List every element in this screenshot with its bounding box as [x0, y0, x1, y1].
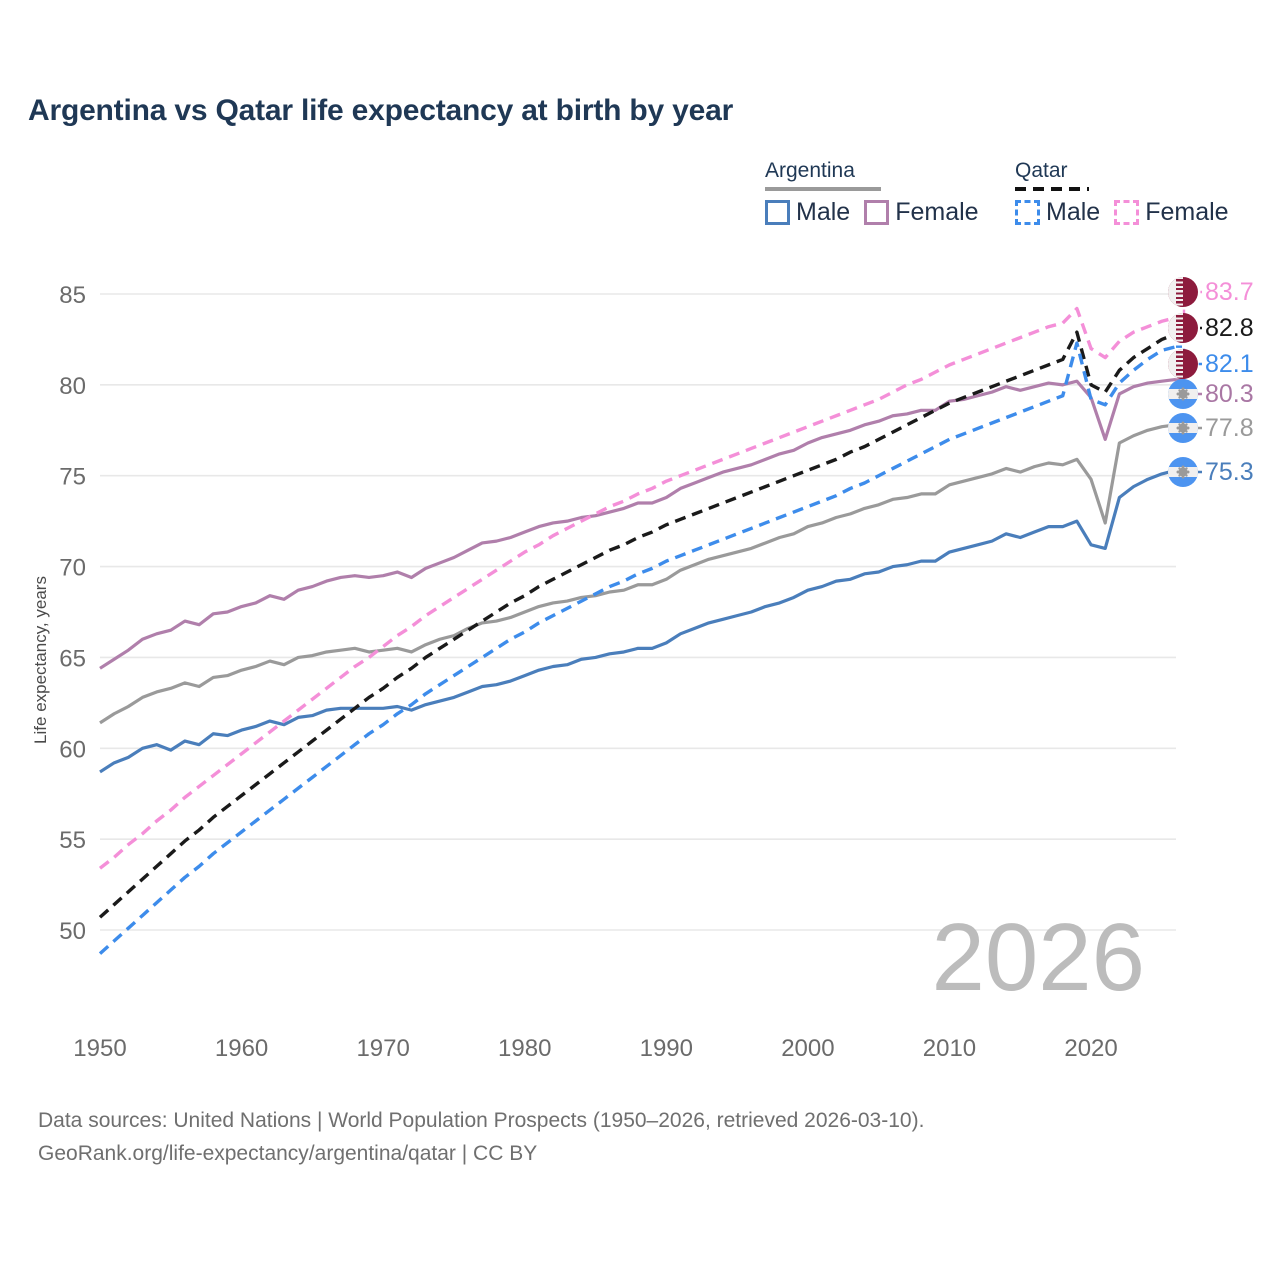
y-axis-tick-label: 65: [59, 645, 86, 672]
series-end-value: 77.8: [1205, 413, 1254, 442]
qatar-flag-icon: [1168, 313, 1198, 343]
series-line-argentina-female: [99, 377, 1177, 670]
footer-data-sources: Data sources: United Nations | World Pop…: [38, 1109, 925, 1132]
sun-icon: [1178, 423, 1188, 433]
x-axis-tick-label: 1970: [356, 1035, 409, 1062]
y-axis-title: Life expectancy, years: [31, 576, 50, 744]
x-axis-tick-label: 2020: [1064, 1035, 1117, 1062]
series-line-qatar-total: [98, 330, 1177, 919]
legend-swatch-icon: [765, 200, 790, 225]
series-line-qatar-female: [98, 306, 1177, 870]
legend-label: Female: [1145, 198, 1229, 226]
series-line-argentina-total: [99, 423, 1177, 725]
y-axis-tick-label: 60: [59, 736, 86, 763]
legend-label: Male: [1046, 198, 1101, 226]
sun-icon: [1178, 467, 1188, 477]
argentina-flag-icon: [1168, 457, 1198, 487]
legend-country-qatar: Qatar: [1015, 159, 1068, 182]
legend-rule-qatar: [1015, 187, 1089, 191]
x-axis-tick-label: 1960: [215, 1035, 268, 1062]
legend-item-argentina-male[interactable]: Male: [765, 200, 850, 225]
legend-item-qatar-male[interactable]: Male: [1015, 200, 1100, 225]
series-line-argentina-male: [99, 468, 1177, 774]
legend-group-argentina: Argentina: [765, 160, 881, 191]
series-end-label: 75.3: [1168, 457, 1254, 487]
argentina-flag-icon: [1168, 413, 1198, 443]
argentina-flag-icon: [1168, 379, 1198, 409]
y-axis-tick-label: 55: [59, 827, 86, 854]
y-axis-tick-label: 80: [59, 373, 86, 400]
legend-swatch-icon: [864, 200, 890, 225]
year-watermark: 2026: [931, 904, 1145, 1011]
legend-item-argentina-female[interactable]: Female: [864, 198, 979, 226]
series-end-value: 82.8: [1205, 313, 1254, 342]
sun-icon: [1178, 389, 1188, 399]
chart-footer: Data sources: United Nations | World Pop…: [38, 1105, 1238, 1170]
legend-items-argentina: Male Female: [765, 200, 979, 225]
series-end-value: 75.3: [1205, 457, 1254, 486]
footer-attribution: GeoRank.org/life-expectancy/argentina/qa…: [38, 1141, 538, 1165]
legend-label: Female: [895, 198, 979, 226]
x-axis-tick-label: 1950: [73, 1035, 126, 1062]
series-end-label: 82.1: [1168, 349, 1254, 379]
y-axis-tick-label: 75: [59, 464, 86, 491]
x-axis-tick-label: 2000: [781, 1035, 834, 1062]
legend-group-qatar: Qatar: [1015, 160, 1089, 191]
qatar-flag-icon: [1168, 277, 1198, 307]
series-end-value: 80.3: [1205, 379, 1254, 408]
y-axis-tick-label: 85: [59, 282, 86, 309]
series-end-value: 82.1: [1205, 349, 1254, 378]
legend-country-argentina: Argentina: [765, 159, 855, 182]
x-axis-tick-label: 2010: [923, 1035, 976, 1062]
legend-label: Male: [796, 198, 851, 226]
series-line-qatar-male: [98, 341, 1177, 955]
legend-swatch-icon: [1015, 200, 1040, 225]
legend-items-qatar: Male Female: [1015, 200, 1229, 225]
y-axis-tick-label: 50: [59, 918, 86, 945]
series-end-label: 77.8: [1168, 413, 1254, 443]
x-axis-tick-label: 1990: [640, 1035, 693, 1062]
series-end-label: 82.8: [1168, 313, 1254, 343]
qatar-flag-icon: [1168, 349, 1198, 379]
y-axis-tick-label: 70: [59, 555, 86, 582]
page-title: Argentina vs Qatar life expectancy at bi…: [28, 94, 734, 127]
legend-rule-argentina: [765, 187, 881, 191]
series-end-value: 83.7: [1205, 277, 1254, 306]
series-end-labels: 83.7 82.8 82.1 80.3 77.8 75.3: [1160, 0, 1280, 1280]
chart-legend: Argentina Qatar Male Female Male: [760, 160, 1260, 240]
series-end-label: 80.3: [1168, 379, 1254, 409]
legend-swatch-icon: [1114, 200, 1140, 225]
legend-item-qatar-female[interactable]: Female: [1114, 198, 1229, 226]
x-axis-tick-label: 1980: [498, 1035, 551, 1062]
series-end-label: 83.7: [1168, 277, 1254, 307]
